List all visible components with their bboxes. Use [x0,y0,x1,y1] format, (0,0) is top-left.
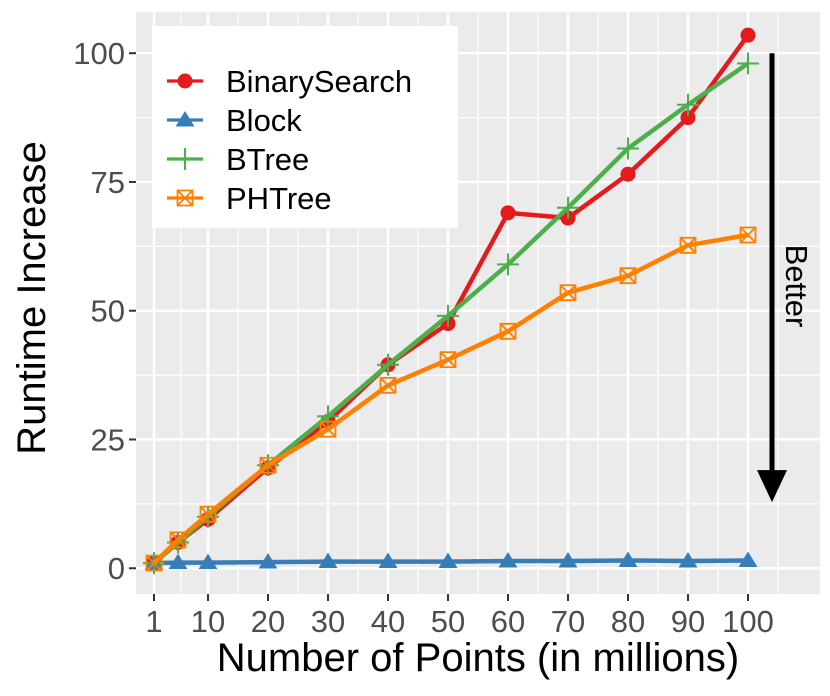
data-point [617,137,639,160]
y-tick-label: 0 [108,551,125,586]
data-point [618,551,638,568]
data-point [437,304,459,327]
y-tick-label: 75 [91,165,125,200]
y-tick-label: 25 [91,422,125,457]
x-tick-label: 90 [671,604,705,639]
data-point [497,253,519,276]
data-point [199,505,217,523]
better-label: Better [779,245,814,328]
data-point [677,93,699,116]
data-point [678,552,698,568]
data-point [379,377,397,394]
legend: BinarySearch Block BTree PHTree [152,26,458,228]
data-point [174,148,196,170]
data-point [500,205,516,221]
data-point [259,456,277,474]
data-point [558,552,578,568]
annotation-layer: Better [757,53,814,503]
legend-label: BTree [226,142,309,177]
data-point [739,226,757,244]
x-tick-label: 50 [431,604,465,639]
y-axis: 0 25 50 75 100 [73,36,136,586]
x-tick-label: 100 [722,604,774,639]
data-point [319,420,337,438]
data-point [680,110,696,126]
data-point [439,351,457,369]
series-layer [143,27,759,575]
data-point [258,553,278,569]
x-tick-label: 60 [491,604,525,639]
data-point [619,267,637,285]
legend-label: PHTree [226,181,332,216]
data-point [498,552,518,568]
x-axis: 1 10 20 30 40 50 60 70 80 90 100 [145,594,774,639]
better-arrow-head [757,470,787,503]
series-phtree [145,226,757,572]
data-point [557,196,579,219]
data-point [737,52,759,75]
x-tick-label: 70 [551,604,585,639]
x-tick-label: 20 [251,604,285,639]
data-point [377,353,399,376]
data-point [177,73,193,89]
y-tick-label: 100 [73,36,125,71]
x-tick-label: 10 [191,604,225,639]
data-point [738,551,758,568]
x-tick-label: 40 [371,604,405,639]
data-point [176,189,194,207]
data-point [499,322,517,340]
data-point [740,27,756,43]
legend-item-btree: BTree [167,142,309,177]
legend-label: Block [226,103,302,138]
legend-box [152,26,458,228]
legend-item-block: Block [167,103,302,138]
data-point [198,553,218,570]
x-tick-label: 30 [311,604,345,639]
legend-item-binarysearch: BinarySearch [167,64,412,99]
x-tick-label: 1 [145,604,162,639]
data-point [679,236,697,254]
y-tick-label: 50 [91,294,125,329]
data-point [318,552,338,569]
data-point [438,552,458,569]
x-axis-title: Number of Points (in millions) [217,636,739,680]
data-point [175,111,195,127]
y-axis-title: Runtime Increase [10,141,54,454]
data-point [145,554,163,572]
data-point [378,552,398,569]
data-point [168,553,188,570]
data-point [620,166,636,182]
legend-label: BinarySearch [226,64,412,99]
data-point [317,405,339,428]
legend-item-phtree: PHTree [167,181,332,216]
x-tick-label: 80 [611,604,645,639]
data-point [559,284,577,302]
data-point [169,531,187,549]
